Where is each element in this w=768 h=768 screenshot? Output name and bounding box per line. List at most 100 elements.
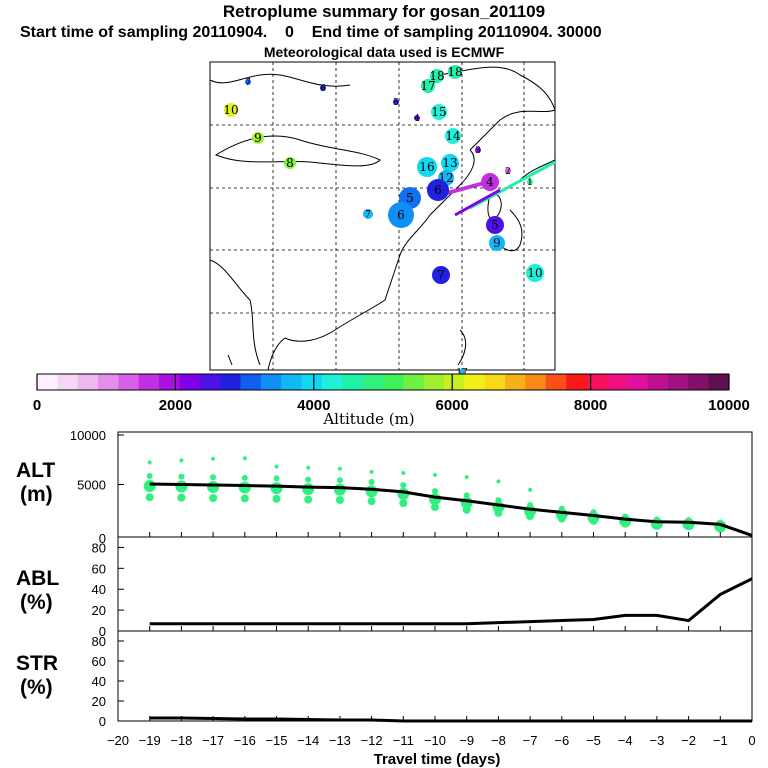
x-tick-label: 0 [748, 733, 755, 748]
map-point-label: 6 [320, 84, 326, 94]
map-point: 14 [445, 128, 461, 144]
x-tick-label: −3 [649, 733, 664, 748]
alt-scatter-point [143, 479, 156, 492]
alt-scatter-point [304, 495, 313, 504]
colorbar-swatch [444, 374, 465, 390]
y-tick-label: 40 [92, 674, 106, 689]
colorbar-tick-label: 10000 [708, 397, 750, 414]
alt-scatter-point-upper [496, 479, 501, 484]
alt-scatter-point [336, 477, 343, 484]
colorbar-swatch [260, 374, 282, 390]
colorbar-swatch [138, 374, 160, 390]
map-point-label: 18 [447, 65, 462, 79]
map-point: 6 [320, 84, 326, 94]
x-tick-label: −19 [139, 733, 161, 748]
panel-alt: 10000 5000 0 [70, 428, 753, 546]
colorbar-swatch [383, 374, 404, 390]
alt-scatter-point [333, 483, 346, 496]
map-point: 18 [429, 69, 445, 83]
map-point-label: 9 [493, 236, 501, 250]
alt-scatter-point-upper [306, 465, 311, 470]
alt-scatter-point [557, 514, 566, 523]
x-tick-label: −20 [107, 733, 129, 748]
alt-scatter-point [272, 494, 281, 503]
map-point-marker [245, 79, 251, 85]
y-tick-label: 20 [92, 603, 106, 618]
colorbar-swatch [362, 374, 384, 390]
colorbar-swatch [606, 374, 628, 390]
map-frame [209, 61, 556, 371]
abl-label-line1: ABL [16, 567, 59, 590]
map-point-marker [417, 157, 437, 177]
colorbar-swatch [281, 374, 303, 390]
alt-scatter-point [305, 476, 312, 483]
coastlines [209, 66, 556, 371]
panel-frame [117, 630, 753, 722]
series-line-alt [149, 482, 753, 537]
alt-scatter-point [270, 482, 283, 495]
map-point-marker [414, 115, 420, 121]
map-point: 10 [526, 264, 544, 282]
colorbar-swatch [525, 374, 547, 390]
map-point: 7 [245, 78, 251, 88]
y-tick-label: 10000 [70, 428, 106, 443]
map-point: 9 [252, 131, 264, 145]
alt-scatter-point [210, 474, 217, 481]
alt-scatter-point [494, 508, 503, 517]
colorbar-swatch [586, 374, 608, 390]
map-point: 4 [481, 173, 499, 191]
x-tick-label: −10 [424, 733, 446, 748]
colorbar-swatch [484, 374, 506, 390]
alt-scatter-point-upper [211, 456, 216, 461]
colorbar-swatch [57, 374, 79, 390]
map-point-marker [421, 79, 435, 93]
colorbar-swatch [77, 374, 99, 390]
alt-scatter-point-upper [369, 469, 374, 474]
map-point-marker [393, 99, 399, 105]
colorbar-swatch [464, 374, 486, 390]
alt-scatter-point [240, 494, 249, 503]
alt-scatter-point [463, 492, 470, 499]
map-point-marker [486, 216, 504, 234]
alt-scatter-point [368, 479, 375, 486]
alt-scatter-point [145, 493, 154, 502]
colorbar-swatch [423, 374, 445, 390]
map-point-label: 5 [491, 218, 499, 232]
map-point-marker [441, 154, 459, 172]
alt-scatter-point [207, 481, 220, 494]
map-point-label: 4 [486, 175, 494, 189]
colorbar-swatch [179, 374, 201, 390]
map-point-marker [445, 128, 461, 144]
alt-scatter-point-upper [147, 460, 152, 465]
colorbar-tick-label: 4000 [297, 397, 330, 414]
alt-scatter-point [175, 480, 188, 493]
met-data-label: Meteorological data used is ECMWF [263, 44, 505, 60]
map-point-marker [427, 179, 449, 201]
trajectory-line-violet [454, 188, 501, 217]
colorbar-swatch [688, 374, 710, 390]
alt-scatter-point [177, 493, 186, 502]
map-point: 9 [489, 235, 505, 251]
x-tick-label: −18 [170, 733, 192, 748]
map-point-marker [475, 147, 481, 153]
alt-scatter-point-upper [528, 487, 533, 492]
map-point: 16 [417, 157, 437, 177]
map-point-label: 10 [527, 266, 542, 280]
colorbar-swatch [403, 374, 425, 390]
map-point: 18 [447, 65, 463, 79]
colorbar-swatch [220, 374, 242, 390]
map-point: 5 [393, 98, 399, 108]
y-tick-label: 20 [92, 694, 106, 709]
series-line-str [149, 716, 752, 723]
alt-scatter-point [558, 505, 565, 512]
map-point-marker [489, 235, 505, 251]
colorbar-swatch [708, 374, 730, 390]
colorbar-swatch [667, 374, 689, 390]
y-tick-label: 80 [92, 540, 106, 555]
colorbar-swatch [647, 374, 669, 390]
map-point: 8 [284, 156, 296, 170]
map-point-label: 7 [365, 210, 371, 220]
map-point: 17 [420, 79, 436, 93]
map-point-label: 15 [431, 105, 446, 119]
